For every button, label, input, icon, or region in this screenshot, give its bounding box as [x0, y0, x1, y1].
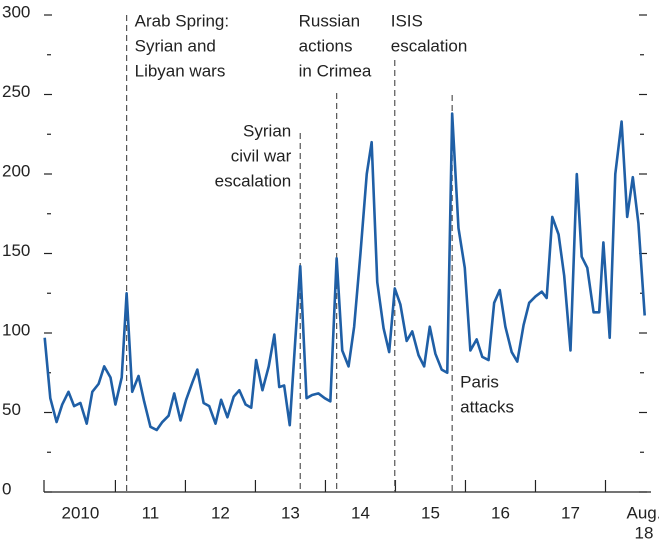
y-tick-label: 50 [2, 400, 21, 419]
x-tick-label: 14 [351, 503, 370, 522]
x-tick-label: 12 [211, 503, 230, 522]
y-tick-label: 250 [2, 82, 30, 101]
series-line [43, 112, 646, 432]
annotation-text: Arab Spring: [135, 11, 230, 30]
x-tick-label: 18 [635, 523, 654, 542]
annotation-text: Syrian and [135, 36, 216, 55]
x-tick-label: 11 [142, 503, 160, 522]
annotation-text: civil war [231, 146, 292, 165]
annotation-text: actions [299, 36, 353, 55]
annotation-text: escalation [215, 171, 292, 190]
x-tick-label: 17 [561, 503, 580, 522]
annotation-text: in Crimea [299, 61, 372, 80]
x-tick-label: 15 [421, 503, 440, 522]
y-tick-label: 100 [2, 320, 30, 339]
x-tick-label: 13 [281, 503, 300, 522]
annotation-text: ISIS [391, 11, 423, 30]
x-tick-label: 16 [491, 503, 510, 522]
x-tick-label: Aug. [627, 503, 659, 522]
annotation-text: escalation [391, 36, 468, 55]
y-tick-label: 300 [2, 2, 30, 21]
annotation-text: Russian [299, 11, 360, 30]
x-tick-label: 2010 [61, 503, 99, 522]
y-tick-label: 200 [2, 161, 30, 180]
annotation-text: Libyan wars [135, 61, 226, 80]
annotation-text: attacks [460, 397, 514, 416]
annotation-text: Paris [460, 372, 499, 391]
y-tick-label: 150 [2, 241, 30, 260]
y-tick-label: 0 [2, 479, 11, 498]
annotation-text: Syrian [243, 121, 291, 140]
